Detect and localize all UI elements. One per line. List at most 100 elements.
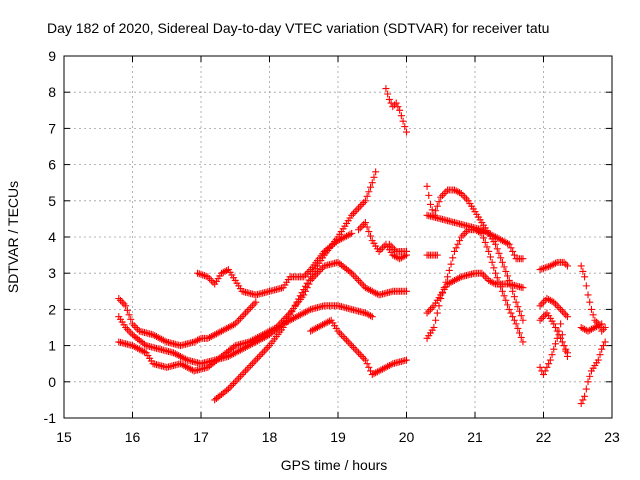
data-point xyxy=(519,255,527,263)
data-point xyxy=(426,305,434,313)
data-point xyxy=(264,343,272,351)
data-point xyxy=(361,219,369,227)
data-point xyxy=(343,336,351,344)
data-point xyxy=(303,279,311,287)
data-point xyxy=(363,223,371,231)
data-point xyxy=(293,298,301,306)
data-point xyxy=(591,316,599,324)
axis-ticks xyxy=(63,55,613,419)
data-point xyxy=(245,305,253,313)
data-point xyxy=(581,325,589,333)
data-point xyxy=(262,345,270,353)
data-point xyxy=(550,320,558,328)
data-point xyxy=(462,195,470,203)
data-point xyxy=(493,274,501,282)
data-point xyxy=(452,244,460,252)
data-point xyxy=(365,188,373,196)
data-point xyxy=(358,352,366,360)
y-tick-label: 9 xyxy=(48,48,56,64)
data-point xyxy=(346,268,354,276)
x-tick-label: 17 xyxy=(193,429,209,445)
data-point xyxy=(563,262,571,270)
data-point xyxy=(450,247,458,255)
data-point xyxy=(351,345,359,353)
data-point xyxy=(426,200,434,208)
data-point xyxy=(557,320,565,328)
data-point xyxy=(551,259,559,267)
data-point xyxy=(430,324,438,331)
data-point xyxy=(548,351,556,359)
data-point xyxy=(401,123,409,131)
y-tick-label: 6 xyxy=(48,157,56,173)
y-tick-label: 3 xyxy=(48,265,56,281)
data-point xyxy=(428,304,436,312)
data-point xyxy=(510,293,518,301)
data-point xyxy=(313,269,321,277)
data-point xyxy=(247,304,255,312)
y-axis-label: SDTVAR / TECUs xyxy=(5,181,21,293)
series-arc-a xyxy=(115,295,260,350)
data-point xyxy=(495,249,503,257)
data-point xyxy=(372,168,380,176)
data-point xyxy=(483,243,491,251)
data-point xyxy=(579,267,587,275)
series-arc-p xyxy=(536,295,571,321)
data-point xyxy=(348,342,356,350)
data-point xyxy=(516,329,524,337)
data-point xyxy=(367,312,375,320)
data-point xyxy=(454,240,462,248)
data-point xyxy=(498,287,506,295)
data-point xyxy=(238,313,246,321)
series-arc-r xyxy=(536,309,571,357)
data-point xyxy=(226,383,234,391)
data-point xyxy=(377,246,385,254)
data-point xyxy=(344,338,352,346)
data-point xyxy=(387,242,395,250)
data-point xyxy=(199,271,207,279)
data-point xyxy=(449,254,457,262)
y-tick-labels: -1 0 1 2 3 4 5 6 7 8 9 xyxy=(44,48,57,426)
data-point xyxy=(351,273,359,281)
data-point xyxy=(596,321,604,329)
data-point xyxy=(397,112,405,120)
data-point xyxy=(279,324,287,331)
data-point xyxy=(586,372,594,380)
data-point xyxy=(361,197,369,205)
data-point xyxy=(507,244,515,252)
chart-title: Day 182 of 2020, Sidereal Day-to-day VTE… xyxy=(47,20,549,36)
data-point xyxy=(555,331,563,339)
data-point xyxy=(301,282,309,290)
data-point xyxy=(399,117,407,125)
x-tick-label: 23 xyxy=(604,429,620,445)
data-point xyxy=(368,179,376,187)
data-point xyxy=(536,316,544,324)
data-point xyxy=(123,306,131,314)
data-point xyxy=(456,237,464,245)
data-point xyxy=(540,371,547,379)
data-point xyxy=(553,302,561,310)
data-point xyxy=(365,228,373,236)
data-point xyxy=(540,313,547,321)
y-tick-label: 8 xyxy=(48,84,56,100)
data-point xyxy=(367,232,375,240)
data-point xyxy=(577,262,585,270)
data-point xyxy=(601,338,609,346)
y-tick-label: 7 xyxy=(48,120,56,136)
data-point xyxy=(435,198,443,206)
data-point xyxy=(582,385,590,393)
data-point xyxy=(504,272,512,280)
series-arc-n xyxy=(423,269,527,317)
data-point xyxy=(317,266,325,274)
data-point xyxy=(283,317,291,325)
data-point xyxy=(505,305,513,313)
data-point xyxy=(500,292,508,300)
data-point xyxy=(379,244,387,252)
data-point xyxy=(545,263,553,271)
data-point xyxy=(195,270,203,278)
data-point xyxy=(194,269,202,277)
data-point xyxy=(517,312,525,320)
data-point xyxy=(125,327,133,335)
data-point xyxy=(255,352,263,360)
data-point xyxy=(403,128,410,136)
data-point xyxy=(598,345,606,353)
